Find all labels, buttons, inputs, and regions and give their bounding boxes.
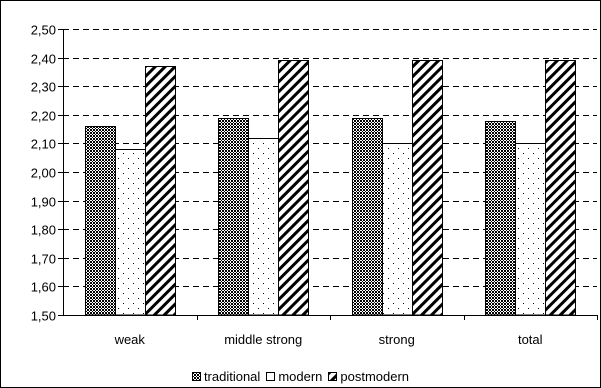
bar-traditional — [485, 121, 516, 316]
legend-item-traditional: traditional — [191, 368, 261, 384]
bar-postmodern — [278, 60, 309, 316]
y-tick-label: 1,70 — [31, 252, 56, 267]
legend-item-modern: modern — [266, 369, 322, 384]
bar-postmodern — [412, 60, 443, 316]
y-tick-label: 1,80 — [31, 223, 56, 238]
y-tick-labels: 1,50 1,60 1,70 1,80 1,90 2,00 2,10 2,20 2,30 2,40… — [31, 23, 56, 324]
legend-label-traditional: traditional — [203, 368, 261, 384]
x-tick-label: weak — [114, 332, 146, 347]
bars — [85, 60, 576, 316]
bar-postmodern — [145, 66, 176, 316]
y-tick-label: 1,90 — [31, 195, 56, 210]
bar-traditional — [352, 118, 383, 316]
y-tick-label: 1,60 — [31, 280, 56, 295]
y-tick-label: 2,30 — [31, 80, 56, 95]
y-tick-label: 1,50 — [31, 309, 56, 324]
legend-label-modern: modern — [278, 368, 323, 384]
legend-swatch-postmodern — [328, 371, 338, 381]
legend-swatch-traditional — [191, 371, 201, 381]
legend-item-postmodern: postmodern — [328, 369, 409, 384]
y-tick-label: 2,50 — [31, 23, 56, 38]
x-tick-labels: weak middle strong strong total — [114, 332, 543, 347]
x-tick-label: total — [518, 332, 543, 347]
bar-postmodern — [545, 60, 576, 316]
bar-traditional — [218, 118, 249, 316]
bar-modern — [382, 143, 413, 316]
bar-traditional — [85, 126, 116, 316]
bar-modern — [115, 149, 146, 316]
x-tick-label: middle strong — [224, 332, 302, 347]
legend: traditional modern postmodern — [1, 367, 600, 385]
legend-swatch-modern — [266, 371, 276, 381]
y-tick-label: 2,00 — [31, 166, 56, 181]
bar-modern — [515, 143, 546, 316]
bar-chart: 1,50 1,60 1,70 1,80 1,90 2,00 2,10 2,20 2,30 2,40… — [31, 23, 598, 347]
axes — [58, 29, 598, 320]
bar-modern — [248, 138, 279, 316]
y-tick-label: 2,40 — [31, 52, 56, 67]
x-tick-label: strong — [379, 332, 415, 347]
legend-label-postmodern: postmodern — [340, 368, 410, 384]
y-tick-label: 2,10 — [31, 137, 56, 152]
y-tick-label: 2,20 — [31, 109, 56, 124]
